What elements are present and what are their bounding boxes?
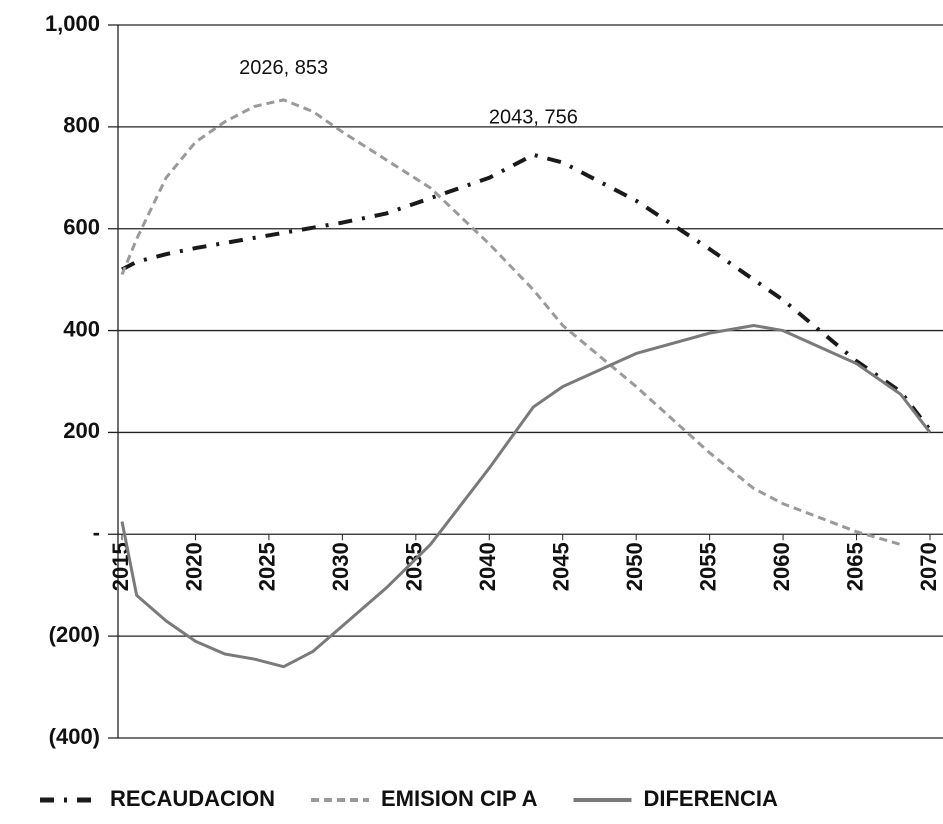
x-tick-label: 2030 — [328, 542, 353, 591]
annotation: 2043, 756 — [489, 107, 578, 129]
annotation: 2026, 853 — [239, 57, 328, 79]
y-tick-label: (200) — [49, 622, 100, 647]
series-line — [120, 323, 932, 669]
x-tick-label: 2050 — [622, 542, 647, 591]
legend-label: RECAUDACION — [110, 786, 275, 811]
x-tick-label: 2035 — [402, 542, 427, 591]
x-tick-label: 2065 — [842, 542, 867, 591]
x-tick-label: 2060 — [769, 542, 794, 591]
y-tick-label: 600 — [63, 215, 100, 240]
x-tick-label: 2045 — [549, 542, 574, 591]
y-tick-label: 200 — [63, 418, 100, 443]
y-tick-label: - — [93, 520, 100, 545]
y-tick-label: 400 — [63, 316, 100, 341]
x-tick-label: 2020 — [181, 542, 206, 591]
legend-label: EMISION CIP A — [381, 786, 538, 811]
y-tick-label: 800 — [63, 113, 100, 138]
x-tick-label: 2055 — [695, 542, 720, 591]
legend-label: DIFERENCIA — [643, 786, 778, 811]
x-tick-label: 2040 — [475, 542, 500, 591]
x-tick-label: 2025 — [255, 542, 280, 591]
series-line — [120, 98, 902, 546]
series-line — [121, 152, 932, 432]
x-tick-label: 2070 — [916, 542, 941, 591]
y-tick-label: 1,000 — [45, 11, 100, 36]
y-tick-label: (400) — [49, 724, 100, 749]
